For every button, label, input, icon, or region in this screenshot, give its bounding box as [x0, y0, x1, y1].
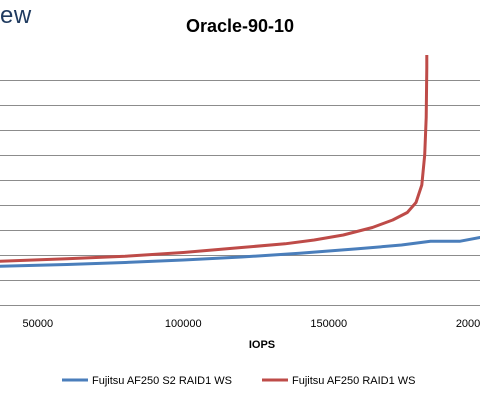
x-tick-labels: 50000 100000 150000 200000	[23, 318, 480, 330]
legend-label: Fujitsu AF250 RAID1 WS	[292, 375, 416, 387]
x-tick-label: 100000	[165, 318, 202, 330]
gridlines	[0, 80, 480, 281]
series-line-1	[0, 236, 480, 268]
legend: Fujitsu AF250 S2 RAID1 WS Fujitsu AF250 R…	[62, 375, 416, 387]
x-tick-label: 200000	[456, 318, 480, 330]
chart-title: Oracle-90-10	[186, 16, 294, 36]
series-lines	[0, 55, 480, 268]
x-tick-label: 50000	[23, 318, 54, 330]
legend-label: Fujitsu AF250 S2 RAID1 WS	[92, 375, 232, 387]
x-tick-label: 150000	[310, 318, 347, 330]
x-axis-label: IOPS	[249, 339, 275, 351]
series-line-2	[0, 55, 429, 263]
logo-text-fragment: ew	[0, 2, 32, 29]
